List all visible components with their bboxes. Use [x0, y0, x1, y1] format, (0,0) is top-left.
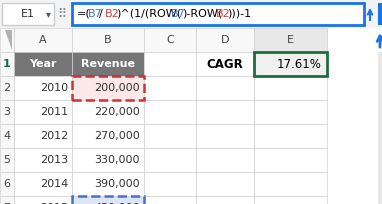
Bar — [196, 196, 254, 204]
Text: 1: 1 — [3, 59, 11, 69]
Text: B2: B2 — [216, 9, 230, 19]
Bar — [0, 76, 14, 100]
Bar — [196, 172, 254, 196]
Text: 4: 4 — [3, 131, 11, 141]
Text: C: C — [166, 35, 174, 45]
Bar — [144, 196, 196, 204]
Text: ▾: ▾ — [45, 9, 50, 19]
Text: 3: 3 — [3, 107, 10, 117]
Bar — [378, 52, 382, 204]
Bar — [14, 76, 72, 100]
Bar — [72, 52, 144, 76]
Text: /: / — [99, 9, 103, 19]
Text: 220,000: 220,000 — [94, 107, 140, 117]
Text: B7: B7 — [88, 9, 103, 19]
Text: 2015: 2015 — [40, 203, 68, 204]
Text: B: B — [104, 35, 112, 45]
Text: 270,000: 270,000 — [94, 131, 140, 141]
Text: ⠿: ⠿ — [57, 8, 66, 20]
Text: 450,000: 450,000 — [94, 203, 140, 204]
Text: 2014: 2014 — [40, 179, 68, 189]
Bar — [254, 124, 327, 148]
Bar — [14, 100, 72, 124]
Bar — [72, 196, 144, 204]
Bar — [72, 148, 144, 172]
Text: Revenue: Revenue — [81, 59, 135, 69]
Bar — [14, 148, 72, 172]
Bar — [2, 3, 54, 25]
Bar — [72, 3, 364, 25]
Text: CAGR: CAGR — [207, 58, 243, 71]
Bar — [254, 52, 327, 76]
Text: )-ROW(: )-ROW( — [183, 9, 223, 19]
Bar — [0, 196, 14, 204]
Bar — [196, 124, 254, 148]
Text: 390,000: 390,000 — [94, 179, 140, 189]
Bar — [72, 76, 144, 100]
Text: E: E — [287, 35, 294, 45]
Bar — [0, 52, 14, 76]
Text: 330,000: 330,000 — [94, 155, 140, 165]
Bar — [0, 28, 14, 52]
Bar — [14, 124, 72, 148]
Bar — [0, 100, 14, 124]
Bar — [0, 172, 14, 196]
Bar — [0, 0, 382, 28]
Text: 200,000: 200,000 — [94, 83, 140, 93]
Text: E1: E1 — [21, 9, 35, 19]
Bar — [72, 28, 144, 52]
Text: 2: 2 — [3, 83, 11, 93]
Bar — [14, 52, 72, 76]
Bar — [144, 124, 196, 148]
Bar — [0, 124, 14, 148]
Text: 17.61%: 17.61% — [277, 58, 322, 71]
Bar — [0, 148, 14, 172]
Text: A: A — [39, 35, 47, 45]
Bar — [378, 3, 382, 25]
Bar — [254, 100, 327, 124]
Bar — [144, 148, 196, 172]
Text: B7: B7 — [172, 9, 186, 19]
Bar — [14, 172, 72, 196]
Text: 5: 5 — [3, 155, 10, 165]
Text: D: D — [221, 35, 229, 45]
Bar — [14, 196, 72, 204]
Bar — [196, 76, 254, 100]
Bar — [254, 196, 327, 204]
Bar — [254, 52, 327, 76]
Bar — [72, 124, 144, 148]
Bar — [144, 76, 196, 100]
Bar — [72, 100, 144, 124]
Bar — [72, 76, 144, 100]
Text: )^(1/(ROW(: )^(1/(ROW( — [116, 9, 181, 19]
Text: 6: 6 — [3, 179, 10, 189]
Polygon shape — [5, 30, 12, 50]
Bar — [144, 100, 196, 124]
Text: 2010: 2010 — [40, 83, 68, 93]
Bar — [144, 172, 196, 196]
Bar — [72, 196, 144, 204]
Bar — [196, 148, 254, 172]
Bar — [196, 28, 254, 52]
Bar — [196, 52, 254, 76]
Text: 2013: 2013 — [40, 155, 68, 165]
Bar — [254, 148, 327, 172]
Bar — [196, 100, 254, 124]
Text: Year: Year — [29, 59, 57, 69]
Bar — [14, 28, 72, 52]
Bar — [144, 52, 196, 76]
Bar — [254, 76, 327, 100]
Bar — [144, 28, 196, 52]
Text: B2: B2 — [105, 9, 120, 19]
Text: 2011: 2011 — [40, 107, 68, 117]
Text: =(: =( — [77, 9, 91, 19]
Text: 7: 7 — [3, 203, 11, 204]
Bar — [254, 172, 327, 196]
Text: )))-1: )))-1 — [227, 9, 251, 19]
Text: 2012: 2012 — [40, 131, 68, 141]
Bar — [254, 28, 327, 52]
Bar — [72, 172, 144, 196]
